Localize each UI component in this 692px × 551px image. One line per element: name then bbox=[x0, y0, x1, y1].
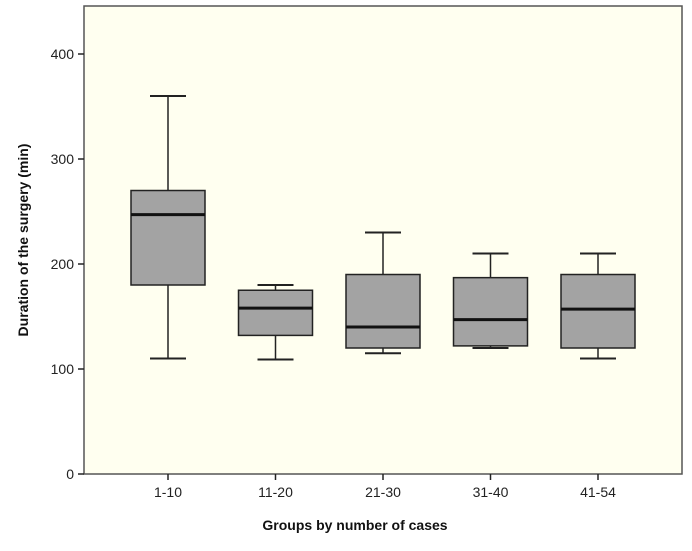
iqr-box bbox=[452, 276, 529, 347]
x-axis-ticks: 1-10 11-20 21-30 31-40 41-54 bbox=[154, 474, 616, 500]
box-1-10 bbox=[130, 95, 206, 360]
box-31-40 bbox=[452, 252, 529, 349]
y-tick-label: 100 bbox=[51, 361, 75, 377]
y-tick-label: 0 bbox=[66, 466, 74, 482]
box-11-20 bbox=[237, 284, 314, 361]
y-tick-label: 400 bbox=[51, 46, 75, 62]
iqr-box bbox=[130, 189, 206, 286]
iqr-box bbox=[345, 273, 421, 349]
x-axis-label: Groups by number of cases bbox=[262, 517, 447, 533]
y-tick-label: 200 bbox=[51, 256, 75, 272]
boxes-group bbox=[130, 95, 636, 361]
x-tick-label: 31-40 bbox=[473, 484, 509, 500]
x-tick-label: 21-30 bbox=[365, 484, 401, 500]
y-axis-label: Duration of the surgery (min) bbox=[15, 144, 31, 337]
x-tick-label: 1-10 bbox=[154, 484, 182, 500]
x-tick-label: 41-54 bbox=[580, 484, 616, 500]
iqr-box bbox=[237, 289, 314, 337]
x-tick-label: 11-20 bbox=[258, 484, 293, 500]
iqr-box bbox=[560, 273, 636, 349]
box-41-54 bbox=[560, 252, 636, 360]
y-tick-label: 300 bbox=[51, 151, 75, 167]
box-21-30 bbox=[345, 231, 421, 355]
y-axis-ticks: 0 100 200 300 400 bbox=[51, 46, 84, 482]
